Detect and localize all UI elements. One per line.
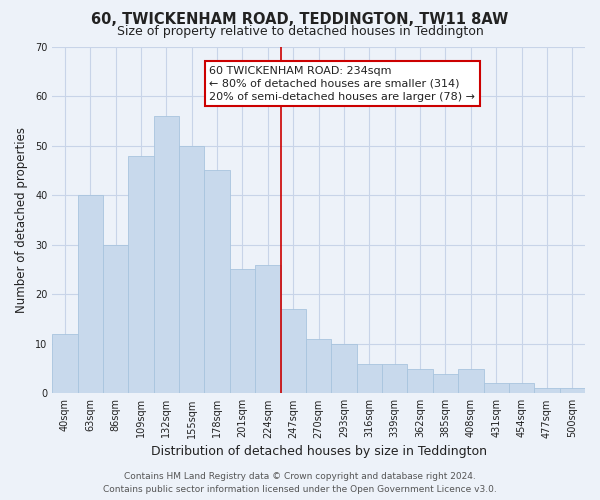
Bar (458, 368, 484, 394)
Bar (356, 364, 382, 394)
Bar (509, 384, 534, 394)
Bar (77, 195, 103, 394)
Bar (433, 374, 458, 394)
Bar (281, 309, 306, 394)
Bar (154, 116, 179, 394)
Y-axis label: Number of detached properties: Number of detached properties (15, 127, 28, 313)
Bar (306, 339, 331, 394)
Bar (179, 146, 205, 394)
X-axis label: Distribution of detached houses by size in Teddington: Distribution of detached houses by size … (151, 444, 487, 458)
Text: 60, TWICKENHAM ROAD, TEDDINGTON, TW11 8AW: 60, TWICKENHAM ROAD, TEDDINGTON, TW11 8A… (91, 12, 509, 28)
Bar (484, 384, 509, 394)
Bar (331, 344, 356, 394)
Bar (230, 270, 255, 394)
Bar (205, 170, 230, 394)
Text: Contains HM Land Registry data © Crown copyright and database right 2024.
Contai: Contains HM Land Registry data © Crown c… (103, 472, 497, 494)
Bar (52, 334, 77, 394)
Text: 60 TWICKENHAM ROAD: 234sqm
← 80% of detached houses are smaller (314)
20% of sem: 60 TWICKENHAM ROAD: 234sqm ← 80% of deta… (209, 66, 475, 102)
Bar (103, 244, 128, 394)
Bar (255, 264, 281, 394)
Bar (382, 364, 407, 394)
Bar (534, 388, 560, 394)
Bar (407, 368, 433, 394)
Text: Size of property relative to detached houses in Teddington: Size of property relative to detached ho… (116, 25, 484, 38)
Bar (128, 156, 154, 394)
Bar (560, 388, 585, 394)
